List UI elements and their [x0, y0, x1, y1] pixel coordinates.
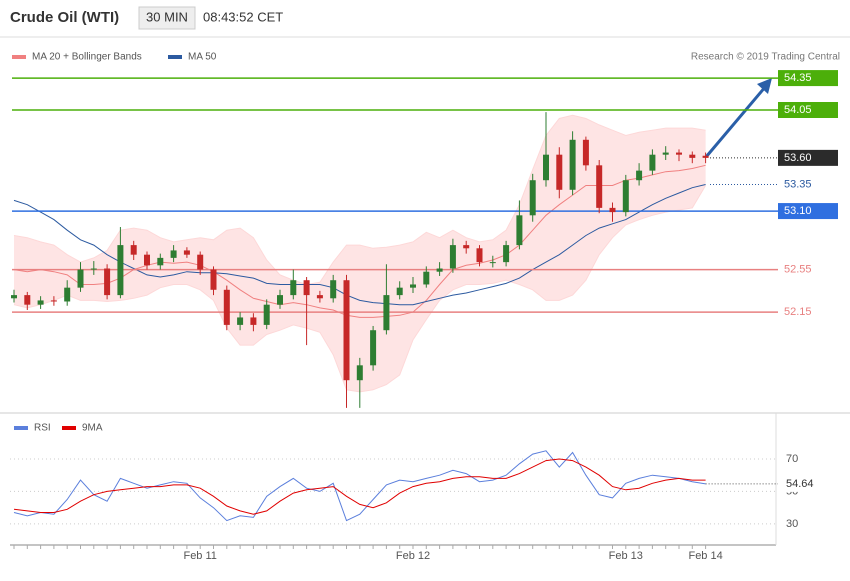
candle-body	[290, 280, 297, 296]
candle-body	[237, 317, 244, 325]
candle-body	[410, 284, 416, 288]
candle-body	[316, 295, 323, 299]
level-box	[778, 203, 838, 220]
candle-body	[197, 254, 204, 270]
interval: 30 MIN	[146, 9, 188, 24]
level-box	[778, 102, 838, 118]
candle-body	[489, 262, 496, 264]
last-value-label: 54.64	[786, 478, 814, 490]
level-box	[778, 149, 838, 166]
candle-body	[64, 287, 71, 302]
y-tick-label: 30	[786, 518, 798, 530]
candle-body	[436, 268, 443, 272]
candle-body	[383, 295, 390, 331]
candle-body	[689, 154, 696, 158]
candle-body	[104, 268, 111, 296]
candle-body	[210, 269, 217, 290]
legend-label: RSI	[34, 423, 51, 434]
candle-body	[449, 245, 456, 269]
candle-body	[356, 365, 363, 381]
candle-body	[596, 165, 603, 208]
candle-body	[223, 289, 230, 325]
candle-body	[529, 180, 536, 216]
candle-body	[676, 152, 682, 155]
candle-body	[609, 207, 616, 213]
candle-body	[582, 139, 589, 166]
legend-swatch	[14, 426, 28, 430]
candle-body	[250, 317, 257, 325]
x-tick-label: Feb 13	[609, 550, 643, 562]
candle-body	[303, 280, 310, 296]
rsi-line	[13, 458, 706, 515]
interval-box	[138, 6, 196, 30]
candle-body	[170, 250, 177, 258]
rsi-line	[13, 450, 706, 522]
arrow-head	[757, 78, 772, 94]
candle-body	[543, 154, 549, 181]
legend-swatch	[12, 55, 26, 59]
candle-body	[662, 152, 669, 155]
candle-body	[622, 180, 629, 213]
candle-body	[396, 287, 403, 296]
candle-body	[343, 280, 350, 381]
candle-body	[24, 295, 31, 305]
candle-body	[516, 215, 523, 246]
last-value-box	[778, 475, 828, 492]
candle-body	[183, 250, 190, 255]
level-label: 52.55	[784, 263, 812, 275]
candle-body	[423, 271, 430, 285]
candle-body	[556, 154, 563, 190]
x-tick-label: Feb 11	[183, 550, 216, 562]
candle-body	[130, 245, 137, 255]
level-label: 53.10	[784, 205, 812, 217]
level-label: 53.60	[784, 152, 812, 164]
level-label: 52.15	[784, 306, 812, 318]
bollinger-upper	[13, 114, 706, 286]
candle-body	[117, 245, 124, 296]
candle-body	[11, 295, 17, 299]
candle-body	[50, 300, 57, 302]
ma-line	[13, 164, 706, 318]
y-tick-label: 70	[786, 453, 798, 465]
candle-body	[37, 300, 44, 305]
legend-label: MA 20 + Bollinger Bands	[32, 52, 142, 63]
candle-body	[463, 245, 470, 249]
candle-body	[370, 330, 377, 366]
candle-body	[77, 269, 84, 288]
legend-label: MA 50	[188, 52, 217, 63]
candle-body	[144, 254, 150, 266]
legend-label: 9MA	[82, 423, 103, 434]
level-label: 54.35	[784, 72, 812, 84]
legend-swatch	[62, 426, 76, 430]
x-tick-label: Feb 14	[688, 550, 722, 562]
ma-line	[13, 184, 706, 306]
level-label: 54.05	[784, 104, 812, 116]
candle-body	[330, 280, 337, 299]
candle-body	[157, 257, 164, 266]
candle-body	[569, 139, 576, 190]
candle-body	[636, 170, 643, 181]
source: Research © 2019 Trading Central	[691, 52, 840, 63]
candle-body	[503, 245, 510, 263]
title: Crude Oil (WTI)	[10, 9, 119, 26]
candle-body	[263, 304, 270, 325]
candle-body	[702, 155, 709, 158]
level-box	[778, 70, 838, 87]
time: 08:43:52 CET	[203, 9, 283, 24]
level-label: 53.35	[784, 178, 812, 190]
candle-body	[90, 268, 97, 270]
candle-body	[476, 248, 483, 263]
x-tick-label: Feb 12	[396, 550, 430, 562]
candle-body	[277, 295, 283, 305]
forecast-arrow	[704, 85, 768, 158]
legend-swatch	[168, 55, 182, 59]
candle-body	[649, 154, 656, 171]
